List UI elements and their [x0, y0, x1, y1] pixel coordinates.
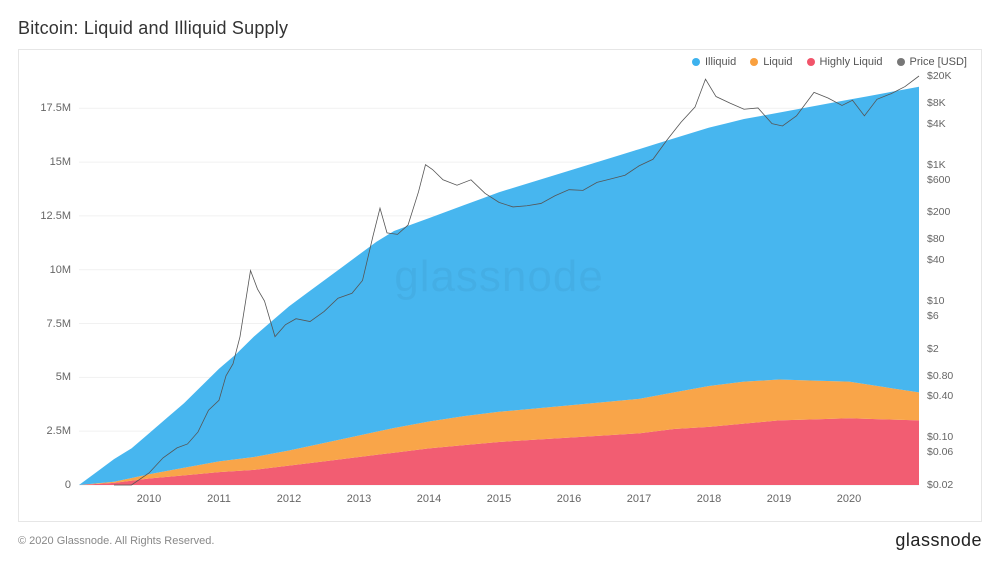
legend-label: Liquid	[763, 56, 792, 68]
y-right-tick: $20K	[927, 70, 952, 82]
plot-svg	[79, 76, 919, 485]
y-right-tick: $6	[927, 310, 939, 322]
y-right-tick: $200	[927, 206, 950, 218]
x-tick: 2011	[207, 493, 231, 505]
y-right-tick: $0.06	[927, 446, 953, 458]
legend-item-illiquid: Illiquid	[692, 56, 736, 68]
y-left-tick: 0	[65, 479, 71, 491]
y-right-tick: $2	[927, 343, 939, 355]
footer: © 2020 Glassnode. All Rights Reserved. g…	[18, 530, 982, 551]
y-right-tick: $40	[927, 254, 945, 266]
legend-label: Price [USD]	[910, 56, 967, 68]
y-right-axis: $0.02$0.06$0.10$0.40$0.80$2$6$10$40$80$2…	[921, 76, 981, 485]
legend: Illiquid Liquid Highly Liquid Price [USD]	[692, 56, 967, 68]
x-tick: 2015	[487, 493, 511, 505]
plot-area: glassnode	[79, 76, 919, 485]
x-tick: 2010	[137, 493, 161, 505]
chart-frame: Illiquid Liquid Highly Liquid Price [USD] 0…	[18, 49, 982, 522]
y-right-tick: $80	[927, 233, 945, 245]
y-right-tick: $0.80	[927, 370, 953, 382]
legend-label: Highly Liquid	[820, 56, 883, 68]
y-left-tick: 10M	[50, 264, 71, 276]
legend-swatch	[750, 58, 758, 66]
legend-item-liquid: Liquid	[750, 56, 792, 68]
brand-label: glassnode	[895, 530, 982, 551]
y-right-tick: $1K	[927, 159, 946, 171]
y-right-tick: $0.40	[927, 390, 953, 402]
y-left-tick: 7.5M	[47, 318, 71, 330]
y-right-tick: $10	[927, 295, 945, 307]
y-right-tick: $8K	[927, 97, 946, 109]
legend-label: Illiquid	[705, 56, 736, 68]
y-right-tick: $0.10	[927, 431, 953, 443]
y-right-tick: $0.02	[927, 479, 953, 491]
y-right-tick: $4K	[927, 118, 946, 130]
y-left-tick: 12.5M	[40, 210, 71, 222]
y-left-tick: 2.5M	[47, 425, 71, 437]
chart-title: Bitcoin: Liquid and Illiquid Supply	[18, 18, 982, 39]
y-left-tick: 5M	[56, 371, 71, 383]
y-left-tick: 17.5M	[40, 102, 71, 114]
x-tick: 2018	[697, 493, 721, 505]
y-left-axis: 02.5M5M7.5M10M12.5M15M17.5M	[19, 76, 77, 485]
legend-swatch	[807, 58, 815, 66]
legend-swatch	[897, 58, 905, 66]
x-tick: 2020	[837, 493, 861, 505]
copyright-text: © 2020 Glassnode. All Rights Reserved.	[18, 535, 214, 547]
legend-item-price: Price [USD]	[897, 56, 967, 68]
legend-swatch	[692, 58, 700, 66]
x-tick: 2019	[767, 493, 791, 505]
x-tick: 2012	[277, 493, 301, 505]
x-tick: 2014	[417, 493, 441, 505]
x-tick: 2017	[627, 493, 651, 505]
y-right-tick: $600	[927, 174, 950, 186]
legend-item-highly_liquid: Highly Liquid	[807, 56, 883, 68]
x-tick: 2013	[347, 493, 371, 505]
x-tick: 2016	[557, 493, 581, 505]
x-axis: 2010 2011 2012 2013 2014 2015 2016 2017 2018 2019…	[79, 493, 919, 511]
chart-container: Bitcoin: Liquid and Illiquid Supply Illi…	[0, 0, 1000, 561]
y-left-tick: 15M	[50, 156, 71, 168]
